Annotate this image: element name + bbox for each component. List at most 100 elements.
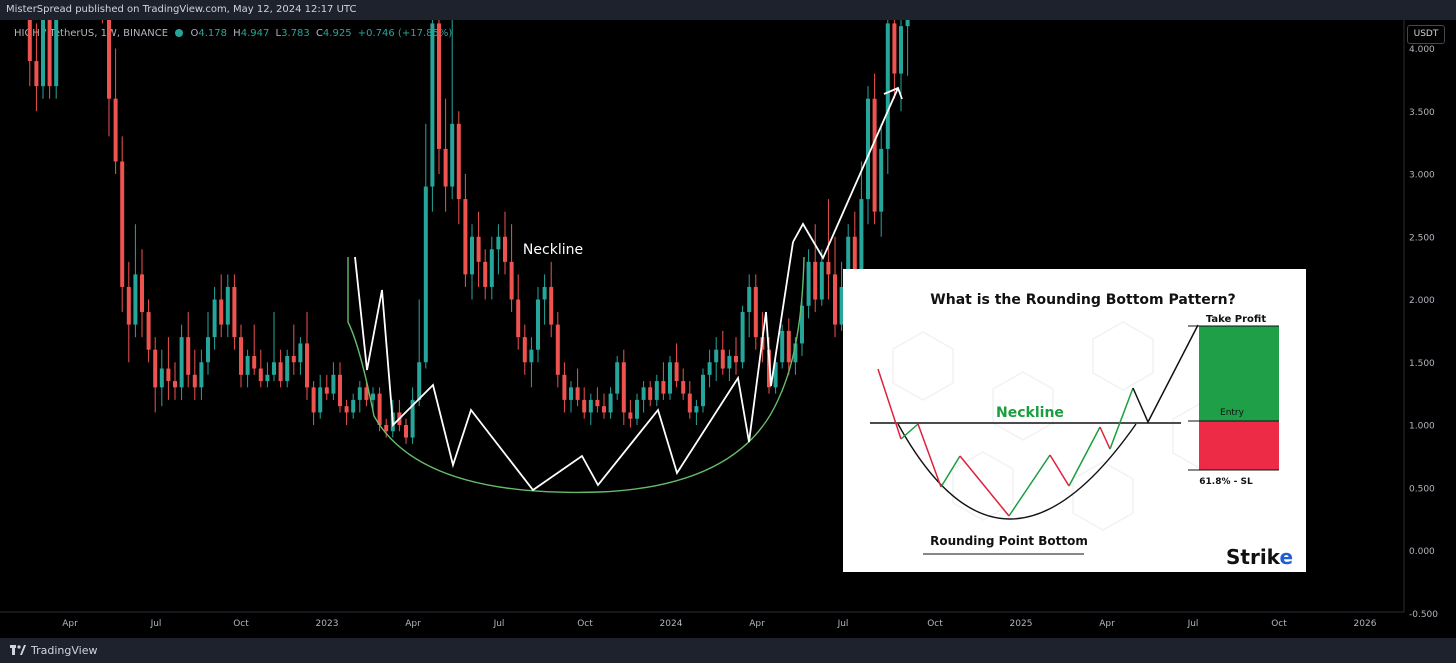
candle <box>423 123 428 369</box>
candle-body <box>159 368 164 388</box>
candle-body <box>516 299 521 338</box>
candle-body <box>173 381 177 388</box>
ohlc-open-value: 4.178 <box>198 28 227 39</box>
candle-body <box>331 374 336 394</box>
currency-button[interactable]: USDT <box>1407 25 1445 44</box>
candle <box>450 20 455 200</box>
candle-body <box>635 399 639 419</box>
candle-body <box>542 286 547 300</box>
candle <box>661 362 666 400</box>
candle <box>800 299 804 356</box>
candle <box>522 324 527 375</box>
candle-body <box>555 324 560 375</box>
time-tick-label: 2023 <box>316 619 339 629</box>
candle <box>113 48 118 174</box>
time-tick-label: 2024 <box>660 619 683 629</box>
zigzag-up-1 <box>900 423 919 440</box>
candle <box>41 20 45 99</box>
candle-body <box>819 261 824 300</box>
candle <box>872 73 877 225</box>
candle-body <box>133 274 138 325</box>
candle <box>311 381 316 425</box>
market-status-icon <box>175 29 184 37</box>
candle-body <box>562 374 567 400</box>
candle <box>107 20 111 137</box>
candle-body <box>852 236 857 275</box>
candle-body <box>410 399 415 438</box>
candle-body <box>720 349 725 369</box>
tradingview-brand[interactable]: TradingView <box>10 644 97 657</box>
candle-body <box>153 349 158 388</box>
price-chart[interactable]: -0.500 0.000 0.500 1.000 1.500 2.000 2.500 3.00… <box>0 20 1456 638</box>
candle-body <box>384 425 389 432</box>
candle-body <box>470 236 474 275</box>
candle-body <box>641 387 646 400</box>
candle <box>628 399 633 428</box>
candle-body <box>357 387 362 400</box>
zigzag-down-5 <box>1099 426 1111 450</box>
candle <box>694 399 699 425</box>
candle <box>285 349 290 388</box>
candle-body <box>377 393 382 425</box>
candle <box>621 349 626 425</box>
candle <box>305 312 309 400</box>
candle <box>542 274 547 325</box>
candle-body <box>456 123 461 200</box>
candle-body <box>621 362 626 413</box>
hex-background <box>892 321 1234 531</box>
candle-body <box>120 161 125 287</box>
time-tick-label: Jul <box>493 619 505 629</box>
candle <box>635 393 639 425</box>
strike-logo-main: Strik <box>1226 545 1281 569</box>
candle <box>456 111 461 225</box>
time-tick-label: Apr <box>1099 619 1115 629</box>
candle-body <box>344 406 349 413</box>
candle-body <box>423 186 428 363</box>
candle <box>417 299 422 407</box>
candle <box>681 368 686 400</box>
candle-body <box>212 299 217 338</box>
candle-body <box>265 374 270 382</box>
candle <box>674 343 679 388</box>
candle <box>212 286 217 350</box>
candle <box>364 381 369 407</box>
candle-body <box>714 349 719 363</box>
candle <box>839 261 844 331</box>
candle-body <box>140 274 144 313</box>
candle-body <box>199 362 204 388</box>
candle-body <box>734 355 738 363</box>
candle-body <box>496 236 501 250</box>
candle <box>443 98 448 212</box>
time-axis[interactable]: Apr Jul Oct 2023 Apr Jul Oct 2024 Apr Jul Oct 2025 A… <box>62 619 1377 629</box>
candle <box>714 337 719 382</box>
candle-body <box>146 312 151 350</box>
candle <box>179 324 184 400</box>
candle-body <box>318 387 323 413</box>
candle-body <box>575 387 580 400</box>
price-axis[interactable]: -0.500 0.000 0.500 1.000 1.500 2.000 2.500 3.00… <box>1409 20 1438 620</box>
candle-body <box>107 20 111 99</box>
candle-body <box>800 305 804 344</box>
bottom-bar: TradingView <box>0 638 1456 663</box>
candle <box>351 393 356 419</box>
price-tick-label: 1.000 <box>1409 422 1435 432</box>
candle-body <box>615 362 620 394</box>
candle <box>47 20 52 99</box>
candle <box>397 399 402 432</box>
candle <box>720 330 725 375</box>
symbol-name[interactable]: HIGH / TetherUS, 1W, BINANCE <box>14 28 169 39</box>
candle-body <box>885 23 890 149</box>
candle <box>555 312 560 388</box>
candle-body <box>740 312 745 363</box>
stop-loss-zone <box>1199 421 1279 470</box>
take-profit-zone <box>1199 326 1279 421</box>
candle-body <box>846 236 851 287</box>
drawings-layer: Neckline <box>347 86 903 494</box>
candle-body <box>489 249 494 287</box>
candle <box>687 381 692 419</box>
candle-body <box>707 362 712 375</box>
candle <box>707 349 712 388</box>
candle-body <box>892 23 897 74</box>
candle-body <box>509 261 514 300</box>
candle <box>509 224 514 313</box>
